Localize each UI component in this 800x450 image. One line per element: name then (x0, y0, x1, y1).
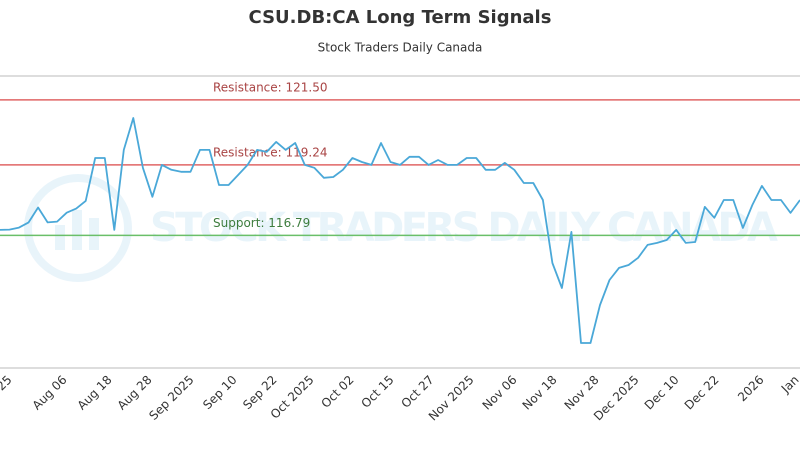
chart-subtitle: Stock Traders Daily Canada (318, 41, 483, 55)
x-tick-label: Aug 28 (115, 373, 155, 413)
x-tick-label: Oct 27 (399, 373, 437, 411)
x-tick-label: Oct 02 (319, 373, 357, 411)
x-tick-label: Nov 18 (520, 373, 560, 413)
watermark-logo (24, 174, 132, 282)
x-tick-label: Aug 2025 (0, 373, 15, 424)
x-tick-label: Dec 22 (682, 373, 722, 413)
reference-label: Resistance: 119.24 (213, 145, 328, 159)
price-line (0, 117, 800, 344)
reference-label: Support: 116.79 (213, 216, 310, 230)
x-tick-label: 2026 (735, 373, 766, 404)
chart-title: CSU.DB:CA Long Term Signals (249, 7, 552, 28)
x-tick-label: Dec 10 (642, 373, 682, 413)
x-tick-label: Nov 06 (480, 373, 520, 413)
reference-label: Resistance: 121.50 (213, 80, 328, 94)
x-tick-label: Jan (778, 373, 800, 397)
watermark: STOCK TRADERS DAILY CANADA (150, 205, 780, 251)
x-tick-label: Oct 15 (359, 373, 397, 411)
x-tick-label: Nov 28 (562, 373, 602, 413)
x-tick-label: Aug 18 (75, 373, 115, 413)
x-tick-label: Aug 06 (30, 373, 70, 413)
x-tick-label: Sep 10 (200, 373, 239, 412)
x-tick-label: Sep 2025 (146, 373, 196, 423)
